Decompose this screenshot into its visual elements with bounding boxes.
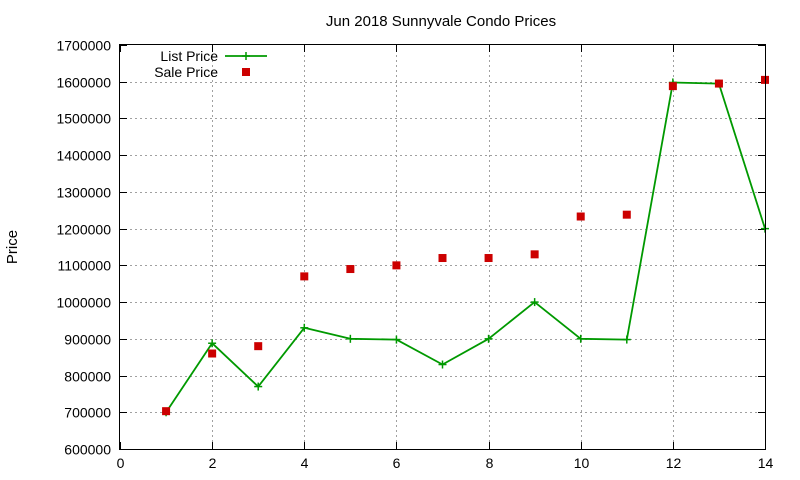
legend-square-swatch [242, 68, 250, 76]
sale-price-point [576, 212, 585, 221]
axis-ticks: 600000 700000 800000 900000 1000000 1100000 12… [56, 38, 773, 472]
sale-price-point [530, 250, 539, 259]
x-tick-label: 8 [486, 455, 494, 471]
sale-price-point [714, 79, 723, 88]
chart-title: Jun 2018 Sunnyvale Condo Prices [326, 13, 556, 30]
y-tick-label: 700000 [64, 405, 111, 421]
y-tick-label: 1100000 [58, 258, 112, 274]
list-price-point [392, 335, 401, 344]
list-price-point [300, 323, 309, 332]
sale-price-point [346, 265, 355, 274]
grid [120, 45, 765, 449]
plot-frame [119, 44, 766, 450]
list-price-point [622, 335, 631, 344]
sale-price-point [254, 342, 263, 351]
list-price-point [530, 298, 539, 307]
list-price-point [484, 334, 493, 343]
list-price-line [165, 81, 766, 413]
y-tick-label: 900000 [64, 332, 111, 348]
list-price-point [576, 334, 585, 343]
x-tick-label: 4 [301, 455, 309, 471]
y-tick-label: 1400000 [56, 148, 111, 164]
series [162, 75, 769, 417]
x-tick-label: 0 [117, 455, 125, 471]
y-tick-label: 1700000 [56, 38, 111, 54]
x-tick-label: 14 [758, 455, 774, 471]
y-tick-label: 1000000 [56, 295, 111, 311]
list-price-point [208, 339, 217, 348]
sale-price-point [622, 210, 631, 219]
sale-price-point [208, 349, 217, 358]
x-tick-label: 10 [574, 455, 590, 471]
x-tick-label: 12 [666, 455, 682, 471]
sale-price-point [438, 254, 447, 263]
sale-price-point [392, 261, 401, 270]
y-tick-label: 600000 [64, 442, 111, 458]
legend-label: List Price [160, 48, 218, 64]
legend-cross-swatch [242, 52, 250, 60]
sale-price-point [162, 407, 171, 416]
x-tick-label: 2 [209, 455, 217, 471]
y-tick-label: 800000 [64, 369, 111, 385]
sale-price-point [668, 82, 677, 91]
x-tick-label: 6 [393, 455, 401, 471]
legend-label: Sale Price [154, 64, 218, 80]
y-tick-label: 1300000 [56, 185, 111, 201]
y-tick-label: 1600000 [56, 75, 111, 91]
list-price-point [254, 382, 263, 391]
list-price-point [438, 360, 447, 369]
y-axis-label: Price [4, 230, 21, 264]
list-price-point [346, 334, 355, 343]
y-tick-label: 1500000 [56, 111, 111, 127]
sale-price-point [300, 272, 309, 281]
y-tick-label: 1200000 [56, 222, 111, 238]
sale-price-point [484, 254, 493, 263]
